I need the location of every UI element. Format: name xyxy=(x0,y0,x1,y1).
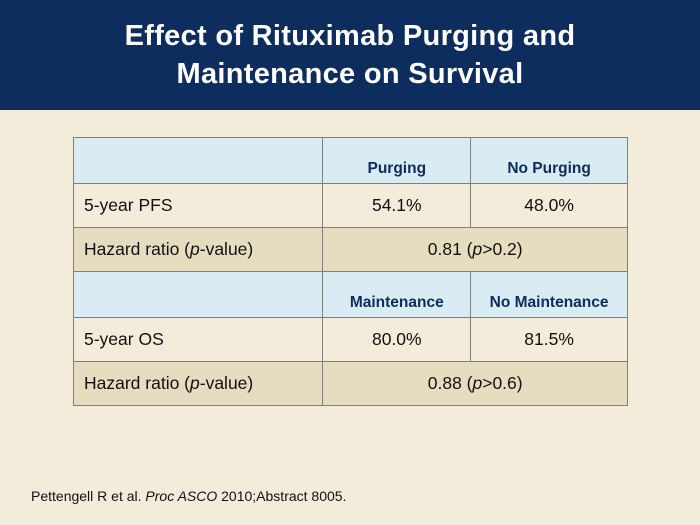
table-row: 5-year OS 80.0% 81.5% xyxy=(72,317,628,362)
table-header-row: Purging No Purging xyxy=(72,137,628,184)
header-empty-cell xyxy=(72,137,324,184)
hazard-ratio-label-2: Hazard ratio (p-value) xyxy=(72,361,324,406)
os-no-maintenance-value: 81.5% xyxy=(470,317,628,362)
header-no-purging: No Purging xyxy=(470,137,628,184)
results-table: Purging No Purging 5-year PFS 54.1% 48.0… xyxy=(72,137,628,406)
table-row: 5-year PFS 54.1% 48.0% xyxy=(72,183,628,228)
citation-footnote: Pettengell R et al. Proc ASCO 2010;Abstr… xyxy=(31,488,347,504)
table-header-row: Maintenance No Maintenance xyxy=(72,271,628,318)
slide-title: Effect of Rituximab Purging and Maintena… xyxy=(125,17,576,93)
header-empty-cell xyxy=(72,271,324,318)
pfs-purging-value: 54.1% xyxy=(322,183,472,228)
header-no-maintenance: No Maintenance xyxy=(470,271,628,318)
table-row: Hazard ratio (p-value) 0.81 (p>0.2) xyxy=(72,227,628,272)
pfs-no-purging-value: 48.0% xyxy=(470,183,628,228)
header-purging: Purging xyxy=(322,137,472,184)
title-line-1: Effect of Rituximab Purging and xyxy=(124,20,576,52)
title-bar: Effect of Rituximab Purging and Maintena… xyxy=(0,0,700,110)
pfs-label: 5-year PFS xyxy=(72,183,324,228)
hazard-ratio-label-1: Hazard ratio (p-value) xyxy=(72,227,324,272)
title-line-2: Maintenance on Survival xyxy=(176,58,524,90)
os-label: 5-year OS xyxy=(72,317,324,362)
table-row: Hazard ratio (p-value) 0.88 (p>0.6) xyxy=(72,361,628,406)
os-maintenance-value: 80.0% xyxy=(322,317,472,362)
header-maintenance: Maintenance xyxy=(322,271,472,318)
hazard-ratio-value-1: 0.81 (p>0.2) xyxy=(322,227,628,272)
hazard-ratio-value-2: 0.88 (p>0.6) xyxy=(322,361,628,406)
